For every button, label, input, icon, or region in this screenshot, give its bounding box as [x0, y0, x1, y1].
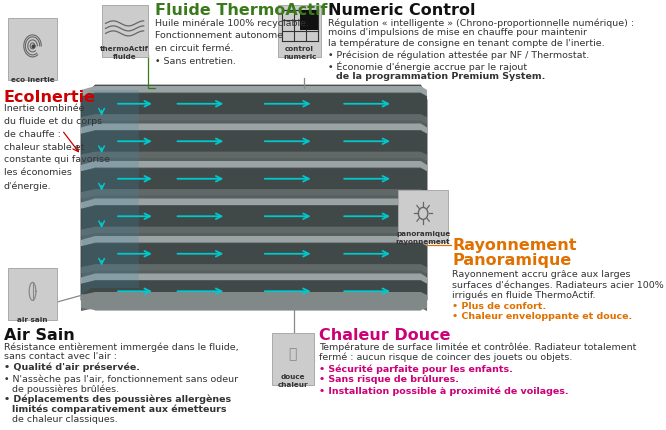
Polygon shape: [81, 189, 427, 199]
Text: air sain: air sain: [17, 317, 48, 323]
Polygon shape: [81, 152, 427, 161]
Text: de la programmation Premium System.: de la programmation Premium System.: [336, 72, 545, 81]
Polygon shape: [81, 236, 427, 246]
Polygon shape: [81, 131, 427, 155]
Text: Inertie combinée
du fluide et du corps
de chauffe :
chaleur stable et
constante : Inertie combinée du fluide et du corps d…: [4, 104, 110, 191]
Polygon shape: [81, 93, 427, 117]
Text: thermoActif: thermoActif: [100, 46, 149, 52]
Polygon shape: [81, 273, 427, 284]
Polygon shape: [81, 302, 427, 311]
Text: Résistance entièrement immergée dans le fluide,: Résistance entièrement immergée dans le …: [4, 342, 238, 351]
Polygon shape: [82, 90, 139, 295]
Text: Rayonnement accru grâce aux larges: Rayonnement accru grâce aux larges: [452, 270, 631, 279]
Text: panoramique: panoramique: [396, 231, 450, 237]
Text: EcoInertie: EcoInertie: [4, 90, 96, 105]
Text: rayonnement: rayonnement: [396, 239, 450, 245]
Text: limités comparativement aux émetteurs: limités comparativement aux émetteurs: [12, 405, 226, 415]
FancyBboxPatch shape: [272, 333, 314, 385]
Text: • Déplacements des poussières allergènes: • Déplacements des poussières allergènes: [4, 395, 231, 405]
Polygon shape: [81, 114, 427, 123]
Text: Panoramique: Panoramique: [452, 253, 571, 268]
Text: • Économie d'énergie accrue par le rajout: • Économie d'énergie accrue par le rajou…: [328, 62, 527, 73]
Text: • Sécurité parfaite pour les enfants.: • Sécurité parfaite pour les enfants.: [319, 364, 513, 374]
Text: • N'assèche pas l'air, fonctionnement sans odeur: • N'assèche pas l'air, fonctionnement sa…: [4, 374, 238, 384]
Text: irrigués en fluide ThermoActif.: irrigués en fluide ThermoActif.: [452, 290, 596, 300]
Text: control: control: [285, 46, 314, 52]
Text: de poussières brûlées.: de poussières brûlées.: [12, 384, 119, 393]
Text: numeric: numeric: [283, 54, 316, 60]
FancyBboxPatch shape: [398, 190, 448, 242]
Polygon shape: [81, 86, 427, 96]
Text: Rayonnement: Rayonnement: [452, 238, 577, 253]
Text: • Chaleur enveloppante et douce.: • Chaleur enveloppante et douce.: [452, 312, 633, 321]
Polygon shape: [81, 206, 427, 230]
Polygon shape: [81, 199, 427, 209]
Text: la température de consigne en tenant compte de l'inertie.: la température de consigne en tenant com…: [328, 38, 605, 47]
Text: Air Sain: Air Sain: [4, 328, 75, 343]
Text: eco inertie: eco inertie: [11, 77, 55, 83]
Text: sans contact avec l'air :: sans contact avec l'air :: [4, 352, 117, 361]
Text: ✋: ✋: [289, 347, 297, 361]
Text: douce: douce: [280, 374, 305, 380]
Text: Chaleur Douce: Chaleur Douce: [319, 328, 451, 343]
Text: de chaleur classiques.: de chaleur classiques.: [12, 415, 118, 424]
Polygon shape: [81, 227, 427, 236]
FancyBboxPatch shape: [8, 268, 57, 320]
Text: Huile minérale 100% recyclable.
Fonctionnement autonome
en circuit fermé.
• Sans: Huile minérale 100% recyclable. Fonction…: [155, 18, 309, 66]
Text: • Qualité d'air préservée.: • Qualité d'air préservée.: [4, 363, 140, 372]
FancyBboxPatch shape: [8, 18, 57, 80]
FancyBboxPatch shape: [102, 5, 148, 57]
Text: fluide: fluide: [113, 54, 137, 60]
Text: moins d'impulsions de mise en chauffe pour maintenir: moins d'impulsions de mise en chauffe po…: [328, 28, 587, 37]
Text: surfaces d'échanges. Radiateurs acier 100%: surfaces d'échanges. Radiateurs acier 10…: [452, 280, 664, 289]
Text: Température de surface limitée et contrôlée. Radiateur totalement: Température de surface limitée et contrô…: [319, 342, 637, 351]
Polygon shape: [81, 243, 427, 267]
Text: • Installation possible à proximité de voilages.: • Installation possible à proximité de v…: [319, 386, 569, 396]
Polygon shape: [300, 10, 318, 30]
Polygon shape: [81, 168, 427, 192]
Text: Fluide ThermoActif: Fluide ThermoActif: [155, 3, 327, 18]
Polygon shape: [81, 281, 427, 305]
Text: fermé : aucun risque de coincer des jouets ou objets.: fermé : aucun risque de coincer des joue…: [319, 352, 573, 362]
Polygon shape: [81, 161, 427, 172]
Polygon shape: [81, 292, 427, 310]
FancyBboxPatch shape: [278, 5, 322, 57]
Polygon shape: [81, 264, 427, 273]
Text: • Plus de confort.: • Plus de confort.: [452, 302, 547, 311]
Text: • Sans risque de brûlures.: • Sans risque de brûlures.: [319, 375, 459, 384]
Polygon shape: [81, 85, 427, 310]
Polygon shape: [81, 123, 427, 134]
Text: Régulation « intelligente » (Chrono-proportionnelle numérique) :: Régulation « intelligente » (Chrono-prop…: [328, 18, 634, 28]
Text: Numeric Control: Numeric Control: [328, 3, 476, 18]
Text: • Précision de régulation attestée par NF / Thermostat.: • Précision de régulation attestée par N…: [328, 51, 589, 61]
Text: chaleur: chaleur: [278, 382, 308, 388]
